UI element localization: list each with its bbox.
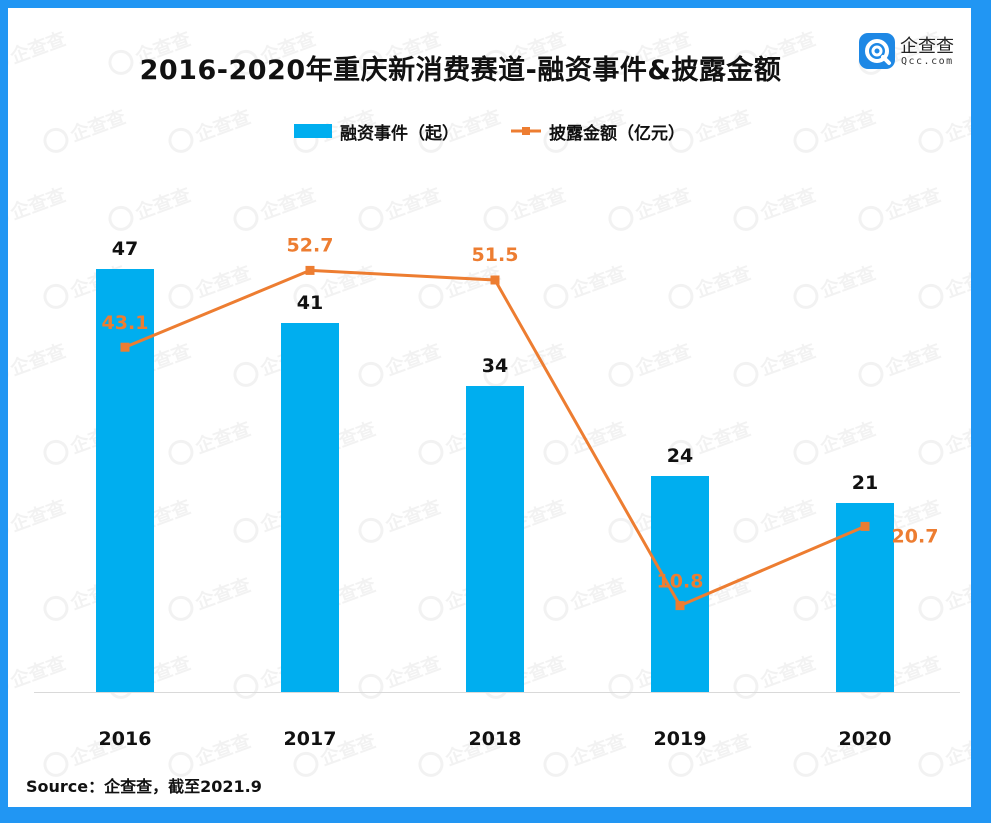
line-value-label-2016: 43.1: [102, 312, 149, 334]
legend-line-swatch: [511, 127, 541, 135]
line-value-label-2019: 10.8: [657, 571, 704, 593]
source-note: Source：企查查，截至2021.9: [26, 777, 262, 796]
bar-2019: [651, 476, 709, 692]
legend-item-line: 披露金额（亿元）: [511, 119, 685, 144]
legend-item-bar: 融资事件（起）: [294, 119, 459, 144]
qcc-logo: 企查查 Qcc.com: [858, 30, 968, 74]
logo-name: 企查查: [900, 36, 954, 57]
logo-domain: Qcc.com: [901, 56, 954, 67]
line-value-label-2017: 52.7: [287, 234, 334, 256]
bar-2017: [281, 323, 339, 692]
chart-legend: 融资事件（起） 披露金额（亿元）: [8, 116, 971, 146]
line-value-label-2018: 51.5: [472, 244, 519, 266]
line-marker-2020: [860, 521, 870, 531]
bar-2018: [466, 386, 524, 692]
legend-bar-swatch: [294, 124, 332, 138]
x-tick-label-2020: 2020: [839, 728, 892, 750]
combo-chart: 47 41 34 24 21 43.1 52.7 51.5 10.8 20.7 2016 2017 20…: [34, 234, 960, 750]
legend-bar-label: 融资事件（起）: [340, 123, 459, 144]
bar-value-label-2017: 41: [297, 292, 323, 314]
bar-value-label-2020: 21: [852, 472, 878, 494]
line-marker-2017: [305, 265, 315, 275]
chart-frame: 企查查 企查查 企查查 企查查 企查查 企查查 企查查 企查查 企查查 企查查 企查查 企查查 企查查企…: [8, 8, 971, 807]
x-tick-label-2018: 2018: [469, 728, 522, 750]
qcc-logo-icon: [859, 33, 895, 69]
x-tick-label-2017: 2017: [284, 728, 337, 750]
bar-value-label-2019: 24: [667, 445, 693, 467]
line-value-label-2020: 20.7: [892, 525, 939, 547]
bar-value-label-2018: 34: [482, 355, 508, 377]
chart-title: 2016-2020年重庆新消费赛道-融资事件&披露金额: [139, 55, 782, 86]
x-tick-label-2019: 2019: [654, 728, 707, 750]
line-marker-2019: [675, 601, 685, 611]
line-marker-2016: [120, 342, 130, 352]
x-tick-label-2016: 2016: [99, 728, 152, 750]
bar-2020: [836, 503, 894, 692]
legend-line-label: 披露金额（亿元）: [549, 123, 685, 144]
bar-value-label-2016: 47: [112, 238, 138, 260]
line-marker-2018: [490, 275, 500, 285]
